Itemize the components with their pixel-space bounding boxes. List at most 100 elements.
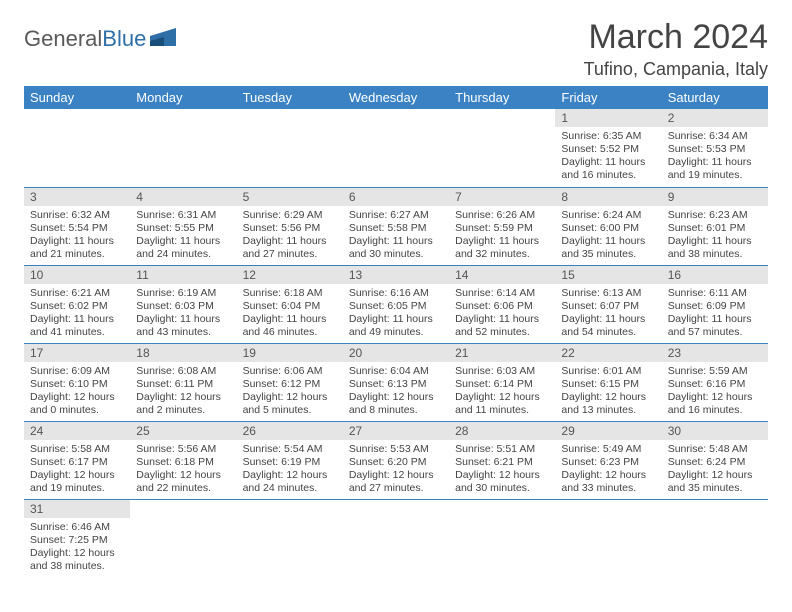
- sunrise-text: Sunrise: 6:29 AM: [243, 209, 337, 222]
- sunset-text: Sunset: 6:11 PM: [136, 378, 230, 391]
- calendar-day-cell: [449, 109, 555, 187]
- calendar-day-cell: 13Sunrise: 6:16 AMSunset: 6:05 PMDayligh…: [343, 265, 449, 343]
- calendar-day-cell: 2Sunrise: 6:34 AMSunset: 5:53 PMDaylight…: [662, 109, 768, 187]
- calendar-day-cell: 27Sunrise: 5:53 AMSunset: 6:20 PMDayligh…: [343, 421, 449, 499]
- day-details: Sunrise: 6:13 AMSunset: 6:07 PMDaylight:…: [555, 284, 661, 342]
- calendar-day-cell: 8Sunrise: 6:24 AMSunset: 6:00 PMDaylight…: [555, 187, 661, 265]
- sunrise-text: Sunrise: 5:58 AM: [30, 443, 124, 456]
- calendar-day-cell: 19Sunrise: 6:06 AMSunset: 6:12 PMDayligh…: [237, 343, 343, 421]
- sunrise-text: Sunrise: 6:23 AM: [668, 209, 762, 222]
- daylight-text: Daylight: 11 hours and 57 minutes.: [668, 313, 762, 339]
- calendar-week-row: 1Sunrise: 6:35 AMSunset: 5:52 PMDaylight…: [24, 109, 768, 187]
- sunset-text: Sunset: 6:04 PM: [243, 300, 337, 313]
- daylight-text: Daylight: 12 hours and 24 minutes.: [243, 469, 337, 495]
- daylight-text: Daylight: 12 hours and 11 minutes.: [455, 391, 549, 417]
- sunset-text: Sunset: 6:16 PM: [668, 378, 762, 391]
- sunset-text: Sunset: 6:19 PM: [243, 456, 337, 469]
- sunset-text: Sunset: 6:06 PM: [455, 300, 549, 313]
- day-number: 8: [555, 188, 661, 206]
- sunset-text: Sunset: 6:20 PM: [349, 456, 443, 469]
- daylight-text: Daylight: 12 hours and 2 minutes.: [136, 391, 230, 417]
- sunset-text: Sunset: 6:18 PM: [136, 456, 230, 469]
- calendar-day-cell: [130, 109, 236, 187]
- calendar-day-cell: 14Sunrise: 6:14 AMSunset: 6:06 PMDayligh…: [449, 265, 555, 343]
- sunset-text: Sunset: 5:55 PM: [136, 222, 230, 235]
- calendar-day-cell: [343, 109, 449, 187]
- sunset-text: Sunset: 5:52 PM: [561, 143, 655, 156]
- sunset-text: Sunset: 6:24 PM: [668, 456, 762, 469]
- daylight-text: Daylight: 11 hours and 46 minutes.: [243, 313, 337, 339]
- day-details: Sunrise: 5:53 AMSunset: 6:20 PMDaylight:…: [343, 440, 449, 498]
- calendar-day-cell: 12Sunrise: 6:18 AMSunset: 6:04 PMDayligh…: [237, 265, 343, 343]
- flag-icon: [150, 26, 176, 52]
- calendar-day-cell: 4Sunrise: 6:31 AMSunset: 5:55 PMDaylight…: [130, 187, 236, 265]
- daylight-text: Daylight: 11 hours and 32 minutes.: [455, 235, 549, 261]
- day-number: 6: [343, 188, 449, 206]
- calendar-day-cell: 20Sunrise: 6:04 AMSunset: 6:13 PMDayligh…: [343, 343, 449, 421]
- day-details: Sunrise: 5:58 AMSunset: 6:17 PMDaylight:…: [24, 440, 130, 498]
- day-number: 26: [237, 422, 343, 440]
- daylight-text: Daylight: 11 hours and 16 minutes.: [561, 156, 655, 182]
- day-number: 24: [24, 422, 130, 440]
- daylight-text: Daylight: 12 hours and 22 minutes.: [136, 469, 230, 495]
- daylight-text: Daylight: 11 hours and 52 minutes.: [455, 313, 549, 339]
- day-details: Sunrise: 5:48 AMSunset: 6:24 PMDaylight:…: [662, 440, 768, 498]
- day-details: Sunrise: 6:01 AMSunset: 6:15 PMDaylight:…: [555, 362, 661, 420]
- sunrise-text: Sunrise: 5:53 AM: [349, 443, 443, 456]
- sunrise-text: Sunrise: 6:24 AM: [561, 209, 655, 222]
- sunrise-text: Sunrise: 5:56 AM: [136, 443, 230, 456]
- location: Tufino, Campania, Italy: [584, 59, 768, 80]
- day-details: Sunrise: 6:46 AMSunset: 7:25 PMDaylight:…: [24, 518, 130, 576]
- sunrise-text: Sunrise: 6:19 AM: [136, 287, 230, 300]
- sunset-text: Sunset: 5:56 PM: [243, 222, 337, 235]
- calendar-day-cell: 28Sunrise: 5:51 AMSunset: 6:21 PMDayligh…: [449, 421, 555, 499]
- calendar-day-cell: [24, 109, 130, 187]
- day-details: Sunrise: 6:14 AMSunset: 6:06 PMDaylight:…: [449, 284, 555, 342]
- calendar-day-cell: 31Sunrise: 6:46 AMSunset: 7:25 PMDayligh…: [24, 499, 130, 577]
- day-number: 23: [662, 344, 768, 362]
- sunset-text: Sunset: 6:07 PM: [561, 300, 655, 313]
- calendar-day-cell: 1Sunrise: 6:35 AMSunset: 5:52 PMDaylight…: [555, 109, 661, 187]
- sunrise-text: Sunrise: 6:35 AM: [561, 130, 655, 143]
- sunset-text: Sunset: 5:53 PM: [668, 143, 762, 156]
- calendar-day-cell: 10Sunrise: 6:21 AMSunset: 6:02 PMDayligh…: [24, 265, 130, 343]
- day-number: 30: [662, 422, 768, 440]
- day-number: 15: [555, 266, 661, 284]
- day-number: 25: [130, 422, 236, 440]
- sunrise-text: Sunrise: 5:54 AM: [243, 443, 337, 456]
- calendar-header-row: SundayMondayTuesdayWednesdayThursdayFrid…: [24, 86, 768, 109]
- sunrise-text: Sunrise: 6:27 AM: [349, 209, 443, 222]
- calendar-day-cell: 18Sunrise: 6:08 AMSunset: 6:11 PMDayligh…: [130, 343, 236, 421]
- day-number: 21: [449, 344, 555, 362]
- day-details: Sunrise: 5:59 AMSunset: 6:16 PMDaylight:…: [662, 362, 768, 420]
- calendar-day-cell: [237, 499, 343, 577]
- sunrise-text: Sunrise: 6:09 AM: [30, 365, 124, 378]
- daylight-text: Daylight: 11 hours and 38 minutes.: [668, 235, 762, 261]
- calendar-week-row: 3Sunrise: 6:32 AMSunset: 5:54 PMDaylight…: [24, 187, 768, 265]
- day-details: Sunrise: 6:09 AMSunset: 6:10 PMDaylight:…: [24, 362, 130, 420]
- sunset-text: Sunset: 6:02 PM: [30, 300, 124, 313]
- weekday-header: Thursday: [449, 86, 555, 109]
- day-details: Sunrise: 6:11 AMSunset: 6:09 PMDaylight:…: [662, 284, 768, 342]
- sunrise-text: Sunrise: 6:46 AM: [30, 521, 124, 534]
- sunrise-text: Sunrise: 6:16 AM: [349, 287, 443, 300]
- brand-part1: General: [24, 26, 102, 52]
- calendar-day-cell: [662, 499, 768, 577]
- sunset-text: Sunset: 6:12 PM: [243, 378, 337, 391]
- daylight-text: Daylight: 12 hours and 19 minutes.: [30, 469, 124, 495]
- calendar-day-cell: 24Sunrise: 5:58 AMSunset: 6:17 PMDayligh…: [24, 421, 130, 499]
- sunrise-text: Sunrise: 5:59 AM: [668, 365, 762, 378]
- weekday-header: Tuesday: [237, 86, 343, 109]
- sunset-text: Sunset: 6:15 PM: [561, 378, 655, 391]
- day-details: Sunrise: 6:35 AMSunset: 5:52 PMDaylight:…: [555, 127, 661, 185]
- day-details: Sunrise: 6:26 AMSunset: 5:59 PMDaylight:…: [449, 206, 555, 264]
- weekday-header: Saturday: [662, 86, 768, 109]
- sunrise-text: Sunrise: 6:03 AM: [455, 365, 549, 378]
- title-block: March 2024 Tufino, Campania, Italy: [584, 18, 768, 80]
- day-number: 3: [24, 188, 130, 206]
- sunrise-text: Sunrise: 5:49 AM: [561, 443, 655, 456]
- day-number: 9: [662, 188, 768, 206]
- calendar-day-cell: 26 Sunrise: 5:54 AMSunset: 6:19 PMDayligh…: [237, 421, 343, 499]
- daylight-text: Daylight: 12 hours and 27 minutes.: [349, 469, 443, 495]
- daylight-text: Daylight: 11 hours and 24 minutes.: [136, 235, 230, 261]
